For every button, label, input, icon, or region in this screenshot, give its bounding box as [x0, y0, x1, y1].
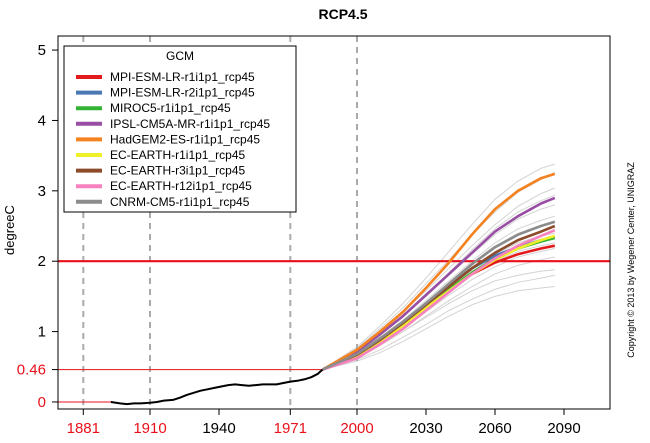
legend-label: MPI-ESM-LR-r1i1p1_rcp45: [110, 70, 255, 84]
legend-label: MPI-ESM-LR-r2i1p1_rcp45: [110, 86, 255, 100]
y-tick-label: 0.46: [17, 362, 46, 379]
legend-box: [63, 45, 297, 213]
series-line-9: [321, 220, 556, 371]
reference-lines: [58, 36, 610, 409]
y-tick-label: 5: [38, 42, 46, 59]
x-tick-label: 1881: [67, 420, 100, 437]
y-tick-label: 0: [38, 394, 46, 411]
legend-label: IPSL-CM5A-MR-r1i1p1_rcp45: [110, 117, 270, 131]
legend-label: EC-EARTH-r12i1p1_rcp45: [110, 179, 252, 193]
y-tick-label: 4: [38, 112, 46, 129]
legend-label: EC-EARTH-r1i1p1_rcp45: [110, 148, 245, 162]
series-line-8: [322, 228, 556, 371]
x-tick-label: 1940: [202, 420, 235, 437]
x-tick-label: 2090: [547, 420, 580, 437]
y-tick-label: 1: [38, 324, 46, 341]
copyright-note: Copyright © 2013 by Wegener Center, UNIG…: [626, 162, 636, 358]
x-tick-label: 2030: [409, 420, 442, 437]
x-tick-label: 1971: [274, 420, 307, 437]
legend-label: CNRM-CM5-r1i1p1_rcp45: [110, 195, 250, 209]
y-tick-label: 2: [38, 253, 46, 270]
legend-items: MPI-ESM-LR-r1i1p1_rcp45 MPI-ESM-LR-r2i1p1…: [76, 70, 270, 209]
legend: GCM MPI-ESM-LR-r1i1p1_rcp45 MPI-ESM-LR-r2…: [63, 45, 297, 213]
observed-series-line: [110, 368, 324, 406]
series-line-4: [321, 196, 556, 371]
legend-label: HadGEM2-ES-r1i1p1_rcp45: [110, 132, 260, 146]
x-tick-label: 2060: [478, 420, 511, 437]
y-tick-label: 3: [38, 183, 46, 200]
legend-label: EC-EARTH-r3i1p1_rcp45: [110, 164, 245, 178]
x-axis-ticks: 1881 1910 1940 1971 2000 2030 2060 2090: [67, 409, 581, 437]
legend-title: GCM: [166, 49, 194, 63]
x-tick-label: 2000: [340, 420, 373, 437]
ensemble-member-line-10: [322, 163, 555, 371]
legend-label: MIROC5-r1i1p1_rcp45: [110, 101, 231, 115]
plot-frame: [57, 35, 611, 410]
series-line-5: [321, 172, 556, 371]
ensemble-member-line-1: [322, 286, 555, 371]
observed-line: [110, 368, 324, 406]
x-tick-label: 1910: [133, 420, 166, 437]
gcm-series-lines: [321, 172, 556, 371]
ensemble-member-line-2: [322, 274, 555, 371]
chart-title: RCP4.5: [318, 6, 367, 22]
y-axis-label: degreeC: [2, 205, 17, 255]
y-axis-ticks: 0 0.46 1 2 3 4 5: [17, 42, 58, 411]
